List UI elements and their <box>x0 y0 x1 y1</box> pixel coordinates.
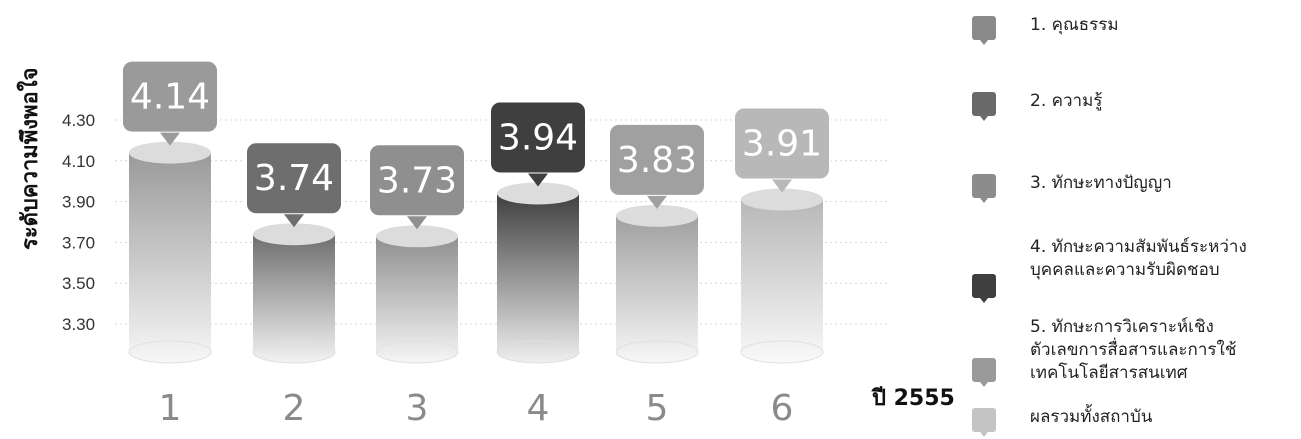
bar-base <box>128 340 212 364</box>
bar-cap <box>741 188 823 211</box>
legend-label: ผลรวมทั้งสถาบัน <box>1030 407 1153 427</box>
bar-base <box>375 340 459 364</box>
bar-cap <box>497 182 579 205</box>
bar: 4.14 <box>121 59 219 364</box>
bar-cap <box>253 223 335 246</box>
legend: 1. คุณธรรม 2. ความรู้ 3. ทักษะทางปัญญา 4. ท… <box>972 0 1301 439</box>
legend-item: 4. ทักษะความสัมพันธ์ระหว่าง บุคคลและความ… <box>972 236 1247 303</box>
y-tick-label: 4.10 <box>62 152 95 171</box>
data-label: 3.74 <box>254 158 334 199</box>
callout-pointer <box>160 132 180 146</box>
legend-swatch <box>972 92 996 121</box>
legend-label: 5. ทักษะการวิเคราะห์เชิง ตัวเลขการสื่อสา… <box>1030 317 1237 383</box>
legend-label: 4. ทักษะความสัมพันธ์ระหว่าง บุคคลและความ… <box>1030 237 1247 280</box>
y-tick-label: 3.50 <box>62 274 95 293</box>
legend-swatch <box>972 174 996 203</box>
callout-pointer <box>284 214 304 228</box>
callout-pointer <box>528 173 548 187</box>
legend-label: 3. ทักษะทางปัญญา <box>1030 173 1172 193</box>
x-tick-label: 5 <box>646 388 669 429</box>
bar: 3.83 <box>608 122 706 364</box>
callout-pointer <box>407 216 427 230</box>
callout-pointer <box>647 195 667 209</box>
y-tick-label: 3.70 <box>62 233 95 252</box>
bars: 4.14 3.74 3.73 3.94 3.83 3.91 <box>121 59 831 364</box>
x-tick-label: 4 <box>527 388 550 429</box>
bar-base <box>252 340 336 364</box>
legend-item: ผลรวมทั้งสถาบัน <box>972 406 1153 437</box>
y-axis-ticks: 4.30 4.10 3.90 3.70 3.50 3.30 <box>62 111 95 334</box>
bar-base <box>740 340 824 364</box>
legend-swatch <box>972 274 996 303</box>
x-axis-label: ปี 2555 <box>872 386 955 411</box>
data-label: 3.73 <box>377 160 457 201</box>
x-axis-ticks: 1 2 3 4 5 6 <box>159 388 794 429</box>
bar-base <box>496 340 580 364</box>
legend-label: 2. ความรู้ <box>1030 91 1103 111</box>
bar: 3.94 <box>489 100 587 364</box>
legend-item: 2. ความรู้ <box>972 90 1103 121</box>
legend-item: 5. ทักษะการวิเคราะห์เชิง ตัวเลขการสื่อสา… <box>972 316 1237 387</box>
y-axis-label: ระดับความพึงพอใจ <box>18 67 43 250</box>
legend-label: 1. คุณธรรม <box>1030 15 1119 35</box>
bar-base <box>615 340 699 364</box>
x-tick-label: 2 <box>283 388 306 429</box>
bar: 3.73 <box>368 143 466 364</box>
data-label: 3.91 <box>742 124 822 165</box>
data-label: 3.83 <box>617 140 697 181</box>
y-tick-label: 3.30 <box>62 315 95 334</box>
legend-swatch <box>972 358 996 387</box>
legend-swatch <box>972 408 996 437</box>
x-tick-label: 3 <box>406 388 429 429</box>
callout-pointer <box>772 179 792 193</box>
x-tick-label: 1 <box>159 388 182 429</box>
legend-item: 1. คุณธรรม <box>972 14 1119 45</box>
bar-cap <box>129 141 211 164</box>
bar: 3.91 <box>733 106 831 364</box>
bar-cap <box>616 204 698 227</box>
data-label: 4.14 <box>130 77 210 118</box>
legend-swatch <box>972 16 996 45</box>
y-tick-label: 4.30 <box>62 111 95 130</box>
data-label: 3.94 <box>498 117 578 158</box>
x-tick-label: 6 <box>771 388 794 429</box>
y-tick-label: 3.90 <box>62 193 95 212</box>
bar-cap <box>376 225 458 248</box>
bar: 3.74 <box>245 141 343 364</box>
legend-item: 3. ทักษะทางปัญญา <box>972 172 1172 203</box>
bar-chart: 4.30 4.10 3.90 3.70 3.50 3.30 4.14 3.74 3.73 3.9… <box>62 59 890 429</box>
